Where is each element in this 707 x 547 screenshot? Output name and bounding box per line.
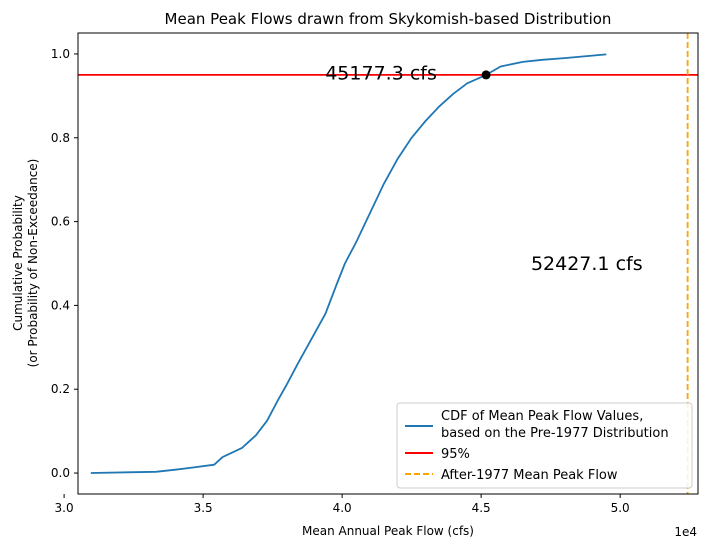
x-tick-label: 4.0 xyxy=(333,501,352,515)
annotation-label: 52427.1 cfs xyxy=(531,253,643,275)
x-tick-label: 3.0 xyxy=(55,501,74,515)
legend-threshold-label: 95% xyxy=(441,447,470,462)
plot-layer: 45177.3 cfs 52427.1 cfs xyxy=(78,33,698,494)
y-axis-label-group: Cumulative Probability (or Probability o… xyxy=(11,159,40,368)
legend: CDF of Mean Peak Flow Values, based on t… xyxy=(396,402,693,489)
x-tick-label: 3.5 xyxy=(194,501,213,515)
y-tick-label: 0.0 xyxy=(51,466,70,480)
x-tick-label: 5.0 xyxy=(611,501,630,515)
legend-cdf-label-line1: CDF of Mean Peak Flow Values, xyxy=(441,409,643,424)
y-tick-label: 0.8 xyxy=(51,131,70,145)
x-axis-offset-label: 1e4 xyxy=(674,525,697,539)
ticks-layer: 3.0 3.5 4.0 4.5 5.0 0.0 0.2 0.4 0.6 0.8 1.0 xyxy=(51,47,630,515)
legend-after-label: After-1977 Mean Peak Flow xyxy=(441,468,618,483)
y-axis-label-line2: (or Probability of Non-Exceedance) xyxy=(26,159,40,368)
chart-title: Mean Peak Flows drawn from Skykomish-bas… xyxy=(165,10,612,28)
y-tick-label: 0.6 xyxy=(51,215,70,229)
annotation-label: 45177.3 cfs xyxy=(325,62,437,84)
x-axis-label: Mean Annual Peak Flow (cfs) xyxy=(302,524,474,538)
y-axis-label-line1: Cumulative Probability xyxy=(11,195,25,331)
intersection-marker xyxy=(481,70,491,80)
plot-frame xyxy=(77,32,699,495)
cdf-series-line xyxy=(90,53,607,474)
y-tick-label: 1.0 xyxy=(51,47,70,61)
y-tick-label: 0.2 xyxy=(51,382,70,396)
legend-box xyxy=(396,402,693,489)
x-tick-label: 4.5 xyxy=(472,501,491,515)
legend-cdf-label-line2: based on the Pre-1977 Distribution xyxy=(441,426,669,441)
y-tick-label: 0.4 xyxy=(51,298,70,312)
